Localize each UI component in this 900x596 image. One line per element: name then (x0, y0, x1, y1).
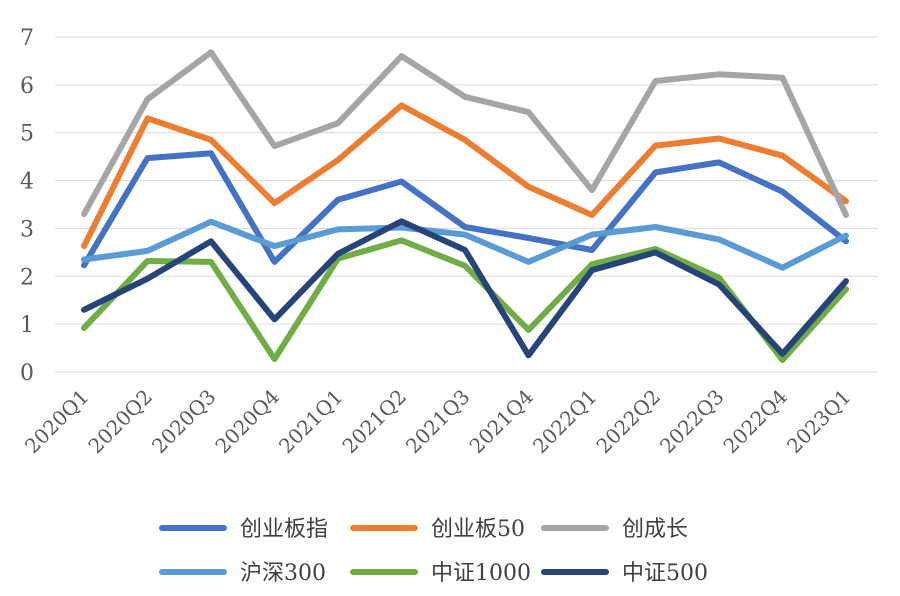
series-line-5 (81, 218, 849, 359)
series-lines (81, 49, 849, 363)
legend-label-4: 中证1000 (431, 561, 531, 586)
x-tick-label: 2022Q2 (591, 385, 665, 459)
series-line-0 (81, 150, 849, 269)
x-tick-label: 2021Q4 (464, 385, 538, 459)
x-axis-ticks: 2020Q12020Q22020Q32020Q42021Q12021Q22021… (20, 385, 856, 459)
y-axis-ticks: 0 1 2 3 4 5 6 7 (20, 26, 34, 386)
x-tick-label: 2021Q1 (274, 385, 348, 459)
y-tick-label: 0 (20, 361, 34, 386)
x-tick-label: 2020Q1 (20, 385, 94, 459)
y-tick-label: 7 (20, 26, 34, 51)
legend-label-0: 创业板指 (240, 517, 328, 542)
series-line-4 (81, 237, 849, 363)
y-tick-label: 2 (20, 265, 34, 290)
series-line-1 (81, 102, 849, 250)
legend-label-1: 创业板50 (431, 517, 525, 542)
x-tick-label: 2021Q3 (401, 385, 475, 459)
y-tick-label: 6 (20, 74, 34, 99)
x-tick-label: 2021Q2 (337, 385, 411, 459)
x-tick-label: 2022Q3 (655, 385, 729, 459)
x-tick-label: 2020Q2 (83, 385, 157, 459)
legend-label-5: 中证500 (622, 561, 708, 586)
y-tick-label: 3 (20, 217, 34, 242)
legend-label-2: 创成长 (622, 517, 688, 542)
y-tick-label: 5 (20, 122, 34, 147)
x-tick-label: 2022Q4 (718, 385, 792, 459)
x-tick-label: 2020Q4 (210, 385, 284, 459)
y-tick-label: 1 (20, 313, 34, 338)
series-line-3 (81, 218, 849, 271)
x-tick-label: 2022Q1 (528, 385, 602, 459)
series-line-2 (81, 49, 849, 218)
legend-label-3: 沪深300 (240, 561, 326, 586)
x-tick-label: 2020Q3 (147, 385, 221, 459)
x-tick-label: 2023Q1 (782, 385, 856, 459)
y-tick-label: 4 (20, 170, 34, 195)
